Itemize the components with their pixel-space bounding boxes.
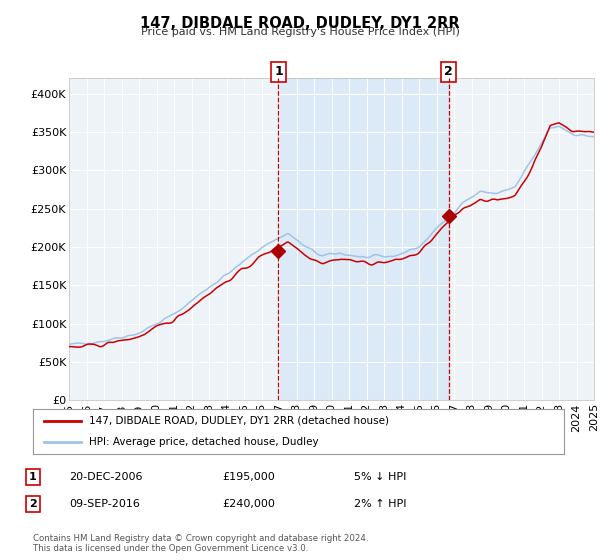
Text: £240,000: £240,000: [222, 499, 275, 509]
Text: 2% ↑ HPI: 2% ↑ HPI: [354, 499, 407, 509]
Text: 147, DIBDALE ROAD, DUDLEY, DY1 2RR: 147, DIBDALE ROAD, DUDLEY, DY1 2RR: [140, 16, 460, 31]
Text: 09-SEP-2016: 09-SEP-2016: [69, 499, 140, 509]
Text: 1: 1: [274, 66, 283, 78]
Text: 2: 2: [444, 66, 453, 78]
Text: 20-DEC-2006: 20-DEC-2006: [69, 472, 143, 482]
Text: 2: 2: [29, 499, 37, 509]
Text: 1: 1: [29, 472, 37, 482]
Text: Contains HM Land Registry data © Crown copyright and database right 2024.
This d: Contains HM Land Registry data © Crown c…: [33, 534, 368, 553]
Text: Price paid vs. HM Land Registry's House Price Index (HPI): Price paid vs. HM Land Registry's House …: [140, 27, 460, 37]
Text: 5% ↓ HPI: 5% ↓ HPI: [354, 472, 406, 482]
Text: £195,000: £195,000: [222, 472, 275, 482]
Text: 147, DIBDALE ROAD, DUDLEY, DY1 2RR (detached house): 147, DIBDALE ROAD, DUDLEY, DY1 2RR (deta…: [89, 416, 389, 426]
Bar: [278, 78, 449, 400]
Text: HPI: Average price, detached house, Dudley: HPI: Average price, detached house, Dudl…: [89, 437, 319, 447]
